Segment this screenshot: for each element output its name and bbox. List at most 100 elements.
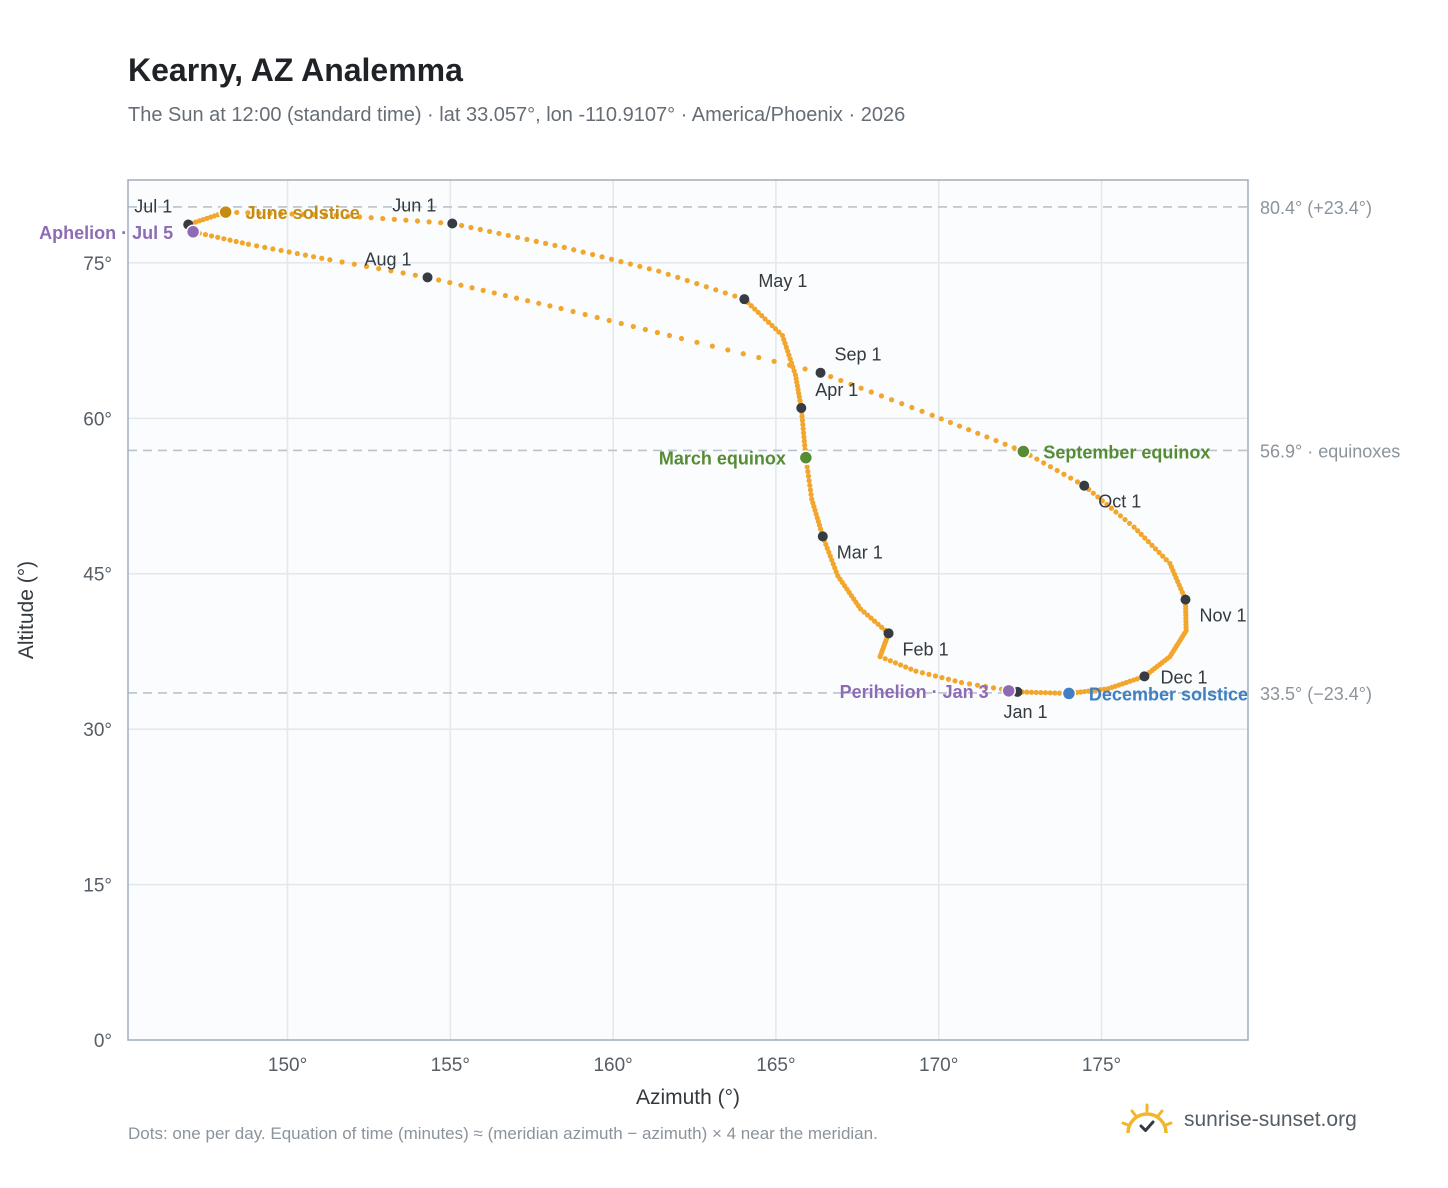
- day-dot: [713, 287, 719, 293]
- day-dot: [958, 679, 965, 686]
- footnote: Dots: one per day. Equation of time (min…: [128, 1124, 878, 1143]
- day-dot: [1011, 445, 1017, 451]
- day-dot: [1028, 689, 1035, 695]
- day-dot: [762, 316, 768, 322]
- day-dot: [771, 358, 777, 364]
- event-marker: [1061, 686, 1077, 701]
- day-dot: [848, 381, 854, 387]
- day-dot: [525, 298, 531, 304]
- day-dot: [1042, 690, 1049, 696]
- plot-background: [128, 180, 1248, 1040]
- day-dot: [1160, 553, 1166, 559]
- day-dot: [1156, 549, 1162, 556]
- day-dot: [1099, 498, 1105, 504]
- day-dot: [875, 621, 881, 627]
- reference-line-label: 80.4° (+23.4°): [1260, 198, 1372, 218]
- month-marker: [739, 294, 750, 305]
- event-label: Aphelion · Jul 5: [39, 223, 173, 243]
- day-dot: [871, 618, 878, 624]
- day-dot: [459, 222, 465, 229]
- day-dot: [491, 290, 497, 296]
- day-dot: [1105, 686, 1111, 692]
- day-dot: [838, 377, 844, 384]
- day-dot: [245, 241, 252, 247]
- day-dot: [1152, 546, 1159, 552]
- day-dot: [807, 487, 814, 493]
- month-label: Feb 1: [903, 639, 949, 659]
- day-dot: [469, 285, 475, 291]
- day-dot: [533, 238, 539, 244]
- day-dot: [1034, 456, 1040, 462]
- day-dot: [783, 344, 789, 350]
- day-dot: [752, 306, 758, 312]
- day-dot: [227, 237, 233, 243]
- month-label: Jul 1: [134, 197, 172, 217]
- x-axis-label: Azimuth (°): [636, 1086, 740, 1109]
- brand[interactable]: sunrise-sunset.org: [1120, 1103, 1357, 1137]
- day-dot: [327, 257, 333, 263]
- day-dot: [391, 216, 397, 222]
- day-dot: [974, 682, 981, 688]
- day-dot: [1163, 557, 1169, 563]
- day-dot: [785, 348, 791, 354]
- day-dot: [594, 314, 600, 321]
- day-dot: [487, 228, 493, 235]
- day-dot: [458, 282, 464, 288]
- day-dot: [805, 468, 811, 475]
- day-dot: [1047, 464, 1054, 470]
- day-dot: [1024, 689, 1030, 695]
- day-dot: [1061, 471, 1067, 477]
- day-dot: [1097, 687, 1103, 693]
- month-label: Oct 1: [1098, 492, 1141, 512]
- day-dot: [278, 211, 284, 217]
- day-dot: [868, 615, 874, 621]
- day-dot: [547, 303, 553, 309]
- event-label: December solstice: [1089, 684, 1248, 704]
- day-dot: [801, 438, 807, 444]
- day-dot: [806, 478, 812, 484]
- day-dot: [888, 397, 895, 403]
- y-tick-label: 15°: [83, 876, 112, 897]
- day-dot: [524, 236, 530, 243]
- day-dot: [646, 266, 652, 272]
- day-dot: [833, 569, 839, 575]
- day-dot: [801, 434, 807, 440]
- day-dot: [919, 408, 925, 414]
- day-dot: [477, 226, 483, 233]
- page-subtitle: The Sun at 12:00 (standard time) · lat 3…: [128, 104, 906, 126]
- day-dot: [302, 252, 309, 258]
- day-dot: [468, 224, 474, 231]
- event-marker: [798, 450, 814, 465]
- day-dot: [234, 209, 240, 216]
- day-dot: [286, 249, 292, 255]
- day-dot: [926, 671, 932, 677]
- day-dot: [1052, 690, 1058, 696]
- day-dot: [654, 329, 660, 336]
- day-dot: [748, 303, 754, 309]
- day-dot: [552, 242, 558, 248]
- day-dot: [666, 332, 673, 339]
- y-tick-label: 75°: [83, 254, 112, 275]
- month-label: Aug 1: [364, 249, 411, 269]
- day-dot: [1122, 516, 1128, 523]
- day-dot: [787, 356, 793, 362]
- day-dot: [333, 212, 339, 218]
- month-marker: [1079, 480, 1090, 491]
- y-axis-label: Altitude (°): [15, 561, 38, 659]
- day-dot: [809, 496, 815, 502]
- day-dot: [675, 274, 681, 280]
- event-marker: [218, 204, 233, 220]
- day-dot: [1104, 501, 1110, 508]
- event-label: Perihelion · Jan 3: [840, 682, 989, 702]
- y-tick-label: 45°: [83, 565, 112, 586]
- day-dot: [913, 668, 919, 674]
- day-dot: [722, 290, 728, 296]
- day-dot: [732, 293, 738, 299]
- x-tick-label: 165°: [756, 1055, 795, 1076]
- day-dot: [351, 261, 357, 267]
- day-dot: [776, 329, 782, 335]
- day-dot: [830, 561, 836, 567]
- day-dot: [1101, 686, 1107, 692]
- day-dot: [932, 673, 939, 679]
- day-dot: [804, 464, 810, 470]
